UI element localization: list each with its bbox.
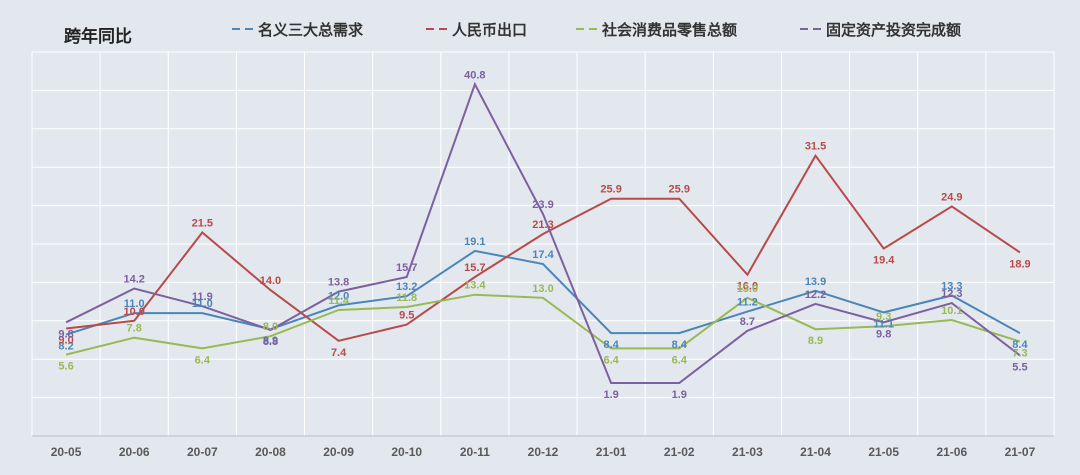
data-label: 11.0 [124, 298, 145, 310]
data-label: 23.9 [532, 199, 553, 211]
data-label: 17.4 [532, 249, 554, 261]
data-label: 10.1 [941, 305, 962, 317]
data-label: 8.7 [740, 316, 755, 328]
x-tick-label: 21-03 [732, 445, 763, 459]
data-label: 8.8 [263, 336, 278, 348]
data-label: 14.2 [123, 274, 144, 286]
x-tick-label: 20-08 [255, 445, 286, 459]
data-label: 8.2 [58, 341, 73, 353]
data-label: 12.0 [328, 290, 349, 302]
x-tick-label: 21-01 [596, 445, 627, 459]
data-label: 11.4 [328, 295, 350, 307]
series-line [65, 293, 1021, 356]
data-label: 13.3 [941, 280, 962, 292]
data-label: 9.8 [876, 328, 891, 340]
data-label: 15.7 [396, 262, 417, 274]
data-label: 31.5 [805, 141, 826, 153]
data-label: 21.3 [532, 219, 553, 231]
data-label: 7.4 [331, 347, 347, 359]
data-label: 12.3 [941, 288, 962, 300]
data-label: 6.4 [603, 354, 619, 366]
data-label: 8.4 [672, 339, 688, 351]
data-label: 8.4 [603, 339, 619, 351]
data-label: 7.3 [1012, 348, 1027, 360]
data-label: 25.9 [669, 184, 690, 196]
data-label: 15.7 [464, 262, 485, 274]
data-label: 12.2 [805, 289, 826, 301]
x-tick-label: 20-09 [323, 445, 354, 459]
data-label: 11.0 [192, 298, 213, 310]
data-label: 8.9 [808, 335, 823, 347]
data-label: 18.9 [1009, 258, 1030, 270]
data-label: 6.4 [195, 354, 211, 366]
x-tick-label: 20-12 [528, 445, 559, 459]
data-label: 16.0 [737, 281, 758, 293]
x-tick-label: 20-06 [119, 445, 150, 459]
x-tick-label: 20-07 [187, 445, 218, 459]
x-axis-tick-labels: 20-05 20-06 20-07 20-08 20-09 20-10 20-11 20-12… [51, 445, 1036, 459]
x-tick-label: 20-11 [460, 445, 490, 459]
data-labels: 8.2 11.0 11.0 8.9 12.0 13.2 19.1 17.4 8.4 8.4 11.2… [58, 69, 1030, 401]
data-label: 6.4 [672, 354, 688, 366]
data-label: 1.9 [672, 389, 687, 401]
data-label: 14.0 [260, 275, 281, 287]
data-label: 9.5 [399, 310, 414, 322]
data-label: 19.4 [873, 255, 895, 267]
x-tick-label: 21-02 [664, 445, 695, 459]
series-line [65, 81, 1021, 384]
data-label: 11.2 [737, 297, 758, 309]
data-label: 9.3 [876, 311, 891, 323]
data-label: 24.9 [941, 191, 962, 203]
data-label: 8.4 [1012, 339, 1028, 351]
data-label: 25.9 [600, 184, 621, 196]
series-line [65, 249, 1021, 336]
x-tick-label: 21-06 [936, 445, 967, 459]
series-lines [65, 81, 1021, 384]
data-label: 1.9 [603, 389, 618, 401]
data-label: 5.6 [58, 361, 73, 373]
chart-title: 跨年同比 [64, 26, 132, 46]
x-tick-label: 20-05 [51, 445, 82, 459]
x-tick-label: 21-07 [1005, 445, 1036, 459]
data-label: 7.8 [127, 323, 142, 335]
data-label: 13.8 [328, 277, 349, 289]
data-label: 21.5 [192, 217, 213, 229]
data-label: 10.0 [123, 306, 144, 318]
data-label: 5.5 [1012, 361, 1027, 373]
x-tick-label: 21-04 [800, 445, 831, 459]
gridlines [31, 51, 1055, 437]
legend-entry: 固定资产投资完成额 [826, 21, 961, 39]
legend-entry: 名义三大总需求 [258, 21, 364, 39]
data-label: 11.9 [192, 291, 213, 303]
data-label: 13.4 [464, 280, 486, 292]
data-label: 11.1 [873, 318, 894, 330]
x-tick-label: 20-10 [391, 445, 422, 459]
legend: 名义三大总需求 人民币出口 社会消费品零售总额 固定资产投资完成额 [232, 21, 961, 39]
data-label: 8.9 [263, 335, 278, 347]
x-tick-label: 21-05 [868, 445, 899, 459]
data-label: 13.0 [737, 283, 758, 295]
data-label: 9.0 [58, 334, 73, 346]
data-label: 13.2 [396, 281, 417, 293]
data-label: 8.0 [263, 321, 278, 333]
data-label: 19.1 [464, 236, 485, 248]
data-label: 9.8 [58, 328, 73, 340]
data-label: 40.8 [464, 69, 485, 81]
legend-entry: 人民币出口 [452, 21, 527, 39]
data-label: 13.9 [805, 276, 826, 288]
series-line [65, 153, 1021, 342]
data-label: 11.8 [396, 292, 417, 304]
data-label: 13.0 [532, 283, 553, 295]
legend-entry: 社会消费品零售总额 [601, 21, 737, 39]
